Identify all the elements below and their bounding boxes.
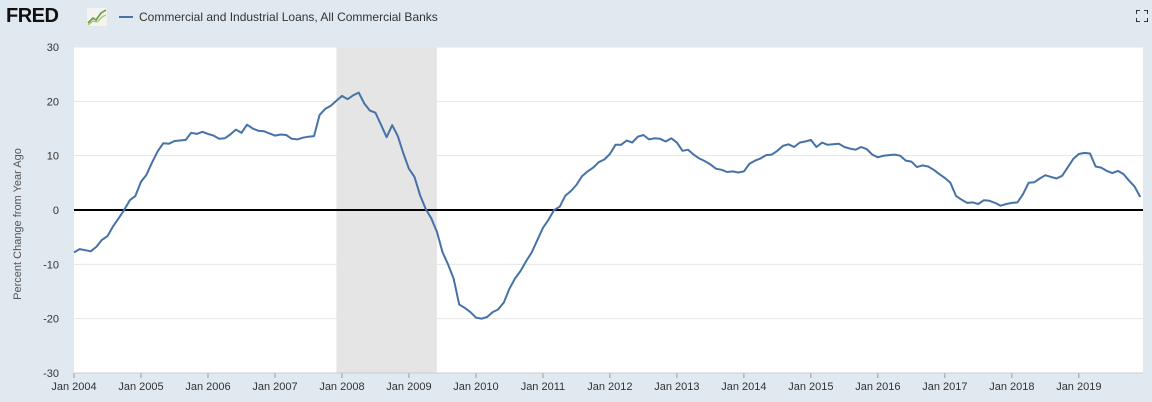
- y-axis-label: Percent Change from Year Ago: [12, 148, 24, 300]
- x-tick-label: Jan 2014: [721, 381, 766, 393]
- series-line: [73, 91, 1142, 320]
- x-tick-label: Jan 2016: [855, 381, 900, 393]
- y-tick-label: -20: [43, 314, 59, 326]
- legend-label: Commercial and Industrial Loans, All Com…: [139, 10, 438, 24]
- fred-logo[interactable]: FRED: [6, 5, 59, 27]
- y-tick-label: 0: [53, 205, 59, 217]
- x-tick-label: Jan 2005: [118, 381, 163, 393]
- x-tick-label: Jan 2018: [989, 381, 1034, 393]
- x-tick-label: Jan 2008: [319, 381, 364, 393]
- legend: Commercial and Industrial Loans, All Com…: [119, 9, 438, 25]
- fred-chart-icon: [86, 7, 108, 27]
- x-tick-label: Jan 2007: [252, 381, 297, 393]
- y-tick-label: 20: [47, 96, 59, 108]
- y-tick-label: 10: [47, 151, 59, 163]
- x-tick-label: Jan 2004: [51, 381, 96, 393]
- chart-header: FRED Commercial and Industrial Loans, Al…: [0, 0, 1152, 34]
- x-tick-label: Jan 2015: [788, 381, 833, 393]
- x-tick-label: Jan 2006: [185, 381, 230, 393]
- y-tick-label: -10: [43, 259, 59, 271]
- x-tick-label: Jan 2019: [1056, 381, 1101, 393]
- x-tick-label: Jan 2011: [521, 381, 565, 393]
- y-tick-label: 30: [47, 42, 59, 54]
- x-tick-label: Jan 2009: [386, 381, 431, 393]
- x-tick-label: Jan 2017: [922, 381, 967, 393]
- x-tick-label: Jan 2010: [453, 381, 498, 393]
- x-tick-label: Jan 2013: [654, 381, 699, 393]
- legend-swatch: [119, 16, 133, 18]
- x-tick-label: Jan 2012: [587, 381, 632, 393]
- y-tick-label: -30: [43, 368, 59, 380]
